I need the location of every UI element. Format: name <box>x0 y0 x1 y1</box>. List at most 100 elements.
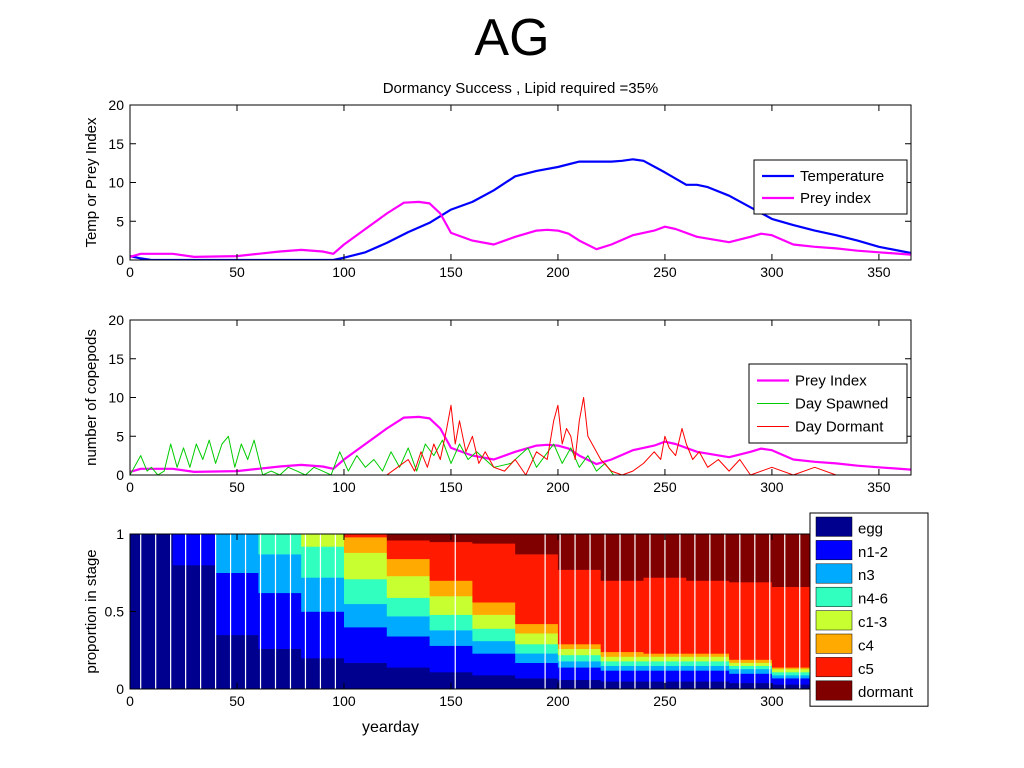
x-tick-label: 150 <box>439 479 463 495</box>
stack-segment-c5 <box>686 580 730 654</box>
stack-segment-egg <box>686 681 730 689</box>
series-line-temperature <box>130 158 911 260</box>
series-line-day-spawned <box>130 435 615 475</box>
y-tick-label: 0 <box>116 252 124 268</box>
stack-segment-egg <box>729 682 773 689</box>
stack-segment-c1-3 <box>515 633 559 645</box>
stack-segment-n3 <box>729 668 773 674</box>
x-tick-label: 50 <box>229 264 245 280</box>
x-tick-label: 300 <box>760 693 784 709</box>
stack-segment-c4 <box>729 659 773 663</box>
stack-segment-dormant <box>557 534 602 570</box>
y-tick-label: 5 <box>116 213 124 229</box>
stack-segment-c1-3 <box>429 596 473 615</box>
x-tick-label: 100 <box>332 264 356 280</box>
series-line-day-dormant <box>386 397 837 475</box>
plot-marks <box>130 158 911 260</box>
y-tick-label: 5 <box>116 428 124 444</box>
stack-segment-n1-2 <box>515 662 559 679</box>
stack-segment-egg <box>429 672 473 689</box>
legend-swatch <box>815 657 853 678</box>
stack-segment-n3 <box>429 630 473 646</box>
legend-entry: Day Spawned <box>795 396 888 413</box>
stack-segment-c1-3 <box>344 552 388 580</box>
stack-segment-egg <box>344 662 388 689</box>
stack-segment-c5 <box>429 541 473 581</box>
y-tick-label: 10 <box>108 175 124 191</box>
stack-segment-n3 <box>301 577 345 612</box>
stack-segment-n3 <box>557 661 602 668</box>
stack-segment-c5 <box>344 534 388 538</box>
stack-segment-dormant <box>515 534 559 555</box>
plot-marks <box>130 534 906 689</box>
x-tick-label: 50 <box>229 479 245 495</box>
stack-segment-n3 <box>472 641 516 654</box>
y-axis-label: number of copepods <box>83 329 100 466</box>
stack-segment-n3 <box>771 675 816 679</box>
legend-swatch <box>815 563 853 584</box>
legend-swatch <box>815 680 853 701</box>
y-tick-label: 10 <box>108 390 124 406</box>
stack-segment-egg <box>130 534 174 689</box>
panel-copepods: 0 50 100 150 200 250 300 350 0 5 10 15 20 number of c… <box>83 312 912 495</box>
legend-entry: dormant <box>858 684 914 701</box>
stack-segment-dormant <box>600 534 644 581</box>
stack-segment-c1-3 <box>686 656 730 662</box>
y-tick-label: 20 <box>108 312 124 328</box>
stack-segment-c1-3 <box>386 575 431 598</box>
panel-environment: 0 50 100 150 200 250 300 350 0 5 10 15 20 Dormancy Su… <box>83 80 912 280</box>
page-title: AG <box>474 9 550 67</box>
stack-segment-c4 <box>386 558 431 577</box>
stack-segment-n3 <box>515 653 559 663</box>
stack-segment-n4-6 <box>729 665 773 670</box>
stack-segment-egg <box>215 634 259 689</box>
stack-segment-n1-2 <box>472 653 516 676</box>
stack-segment-dormant <box>386 534 431 541</box>
y-tick-label: 15 <box>108 136 124 152</box>
x-tick-label: 0 <box>126 693 134 709</box>
stack-segment-egg <box>301 658 345 689</box>
stack-segment-n3 <box>344 603 388 628</box>
stack-segment-n1-2 <box>301 611 345 659</box>
stack-segment-c4 <box>771 667 816 670</box>
stack-segment-egg <box>515 678 559 689</box>
plot-marks <box>130 397 911 475</box>
stack-segment-n4-6 <box>386 597 431 617</box>
series-line-prey-index <box>130 415 911 473</box>
stack-segment-c5 <box>472 543 516 603</box>
stack-segment-c1-3 <box>600 656 644 662</box>
legend-entry: n1-2 <box>858 544 888 561</box>
stack-segment-c4 <box>344 537 388 553</box>
stack-segment-n1-2 <box>686 670 730 682</box>
stack-segment-n3 <box>600 665 644 671</box>
y-tick-label: 0 <box>116 467 124 483</box>
stack-segment-n1-2 <box>172 534 217 566</box>
y-tick-label: 20 <box>108 97 124 113</box>
stack-segment-c5 <box>386 540 431 560</box>
x-tick-label: 0 <box>126 264 134 280</box>
x-tick-label: 150 <box>439 693 463 709</box>
stack-segment-c5 <box>557 569 602 645</box>
stack-segment-c5 <box>729 582 773 660</box>
legend-entry: Temperature <box>800 168 884 185</box>
legend-entry: n3 <box>858 567 875 584</box>
stack-segment-n4-6 <box>557 654 602 662</box>
x-tick-label: 150 <box>439 264 463 280</box>
series-line-prey-index <box>130 200 911 258</box>
stack-segment-egg <box>557 679 602 689</box>
stack-segment-dormant <box>686 534 730 581</box>
stack-segment-n1-2 <box>600 670 644 682</box>
stack-segment-c4 <box>515 623 559 634</box>
stack-segment-egg <box>172 565 217 689</box>
stack-segment-n1-2 <box>215 572 259 636</box>
stack-segment-dormant <box>472 534 516 544</box>
stack-segment-c4 <box>557 644 602 649</box>
legend-swatch <box>815 586 853 607</box>
y-tick-label: 1 <box>116 526 124 542</box>
stack-segment-n4-6 <box>344 579 388 605</box>
x-tick-label: 0 <box>126 479 134 495</box>
legend-entry: Prey Index <box>795 373 867 390</box>
stack-segment-c1-3 <box>301 534 345 547</box>
stack-segment-n1-2 <box>258 592 302 649</box>
